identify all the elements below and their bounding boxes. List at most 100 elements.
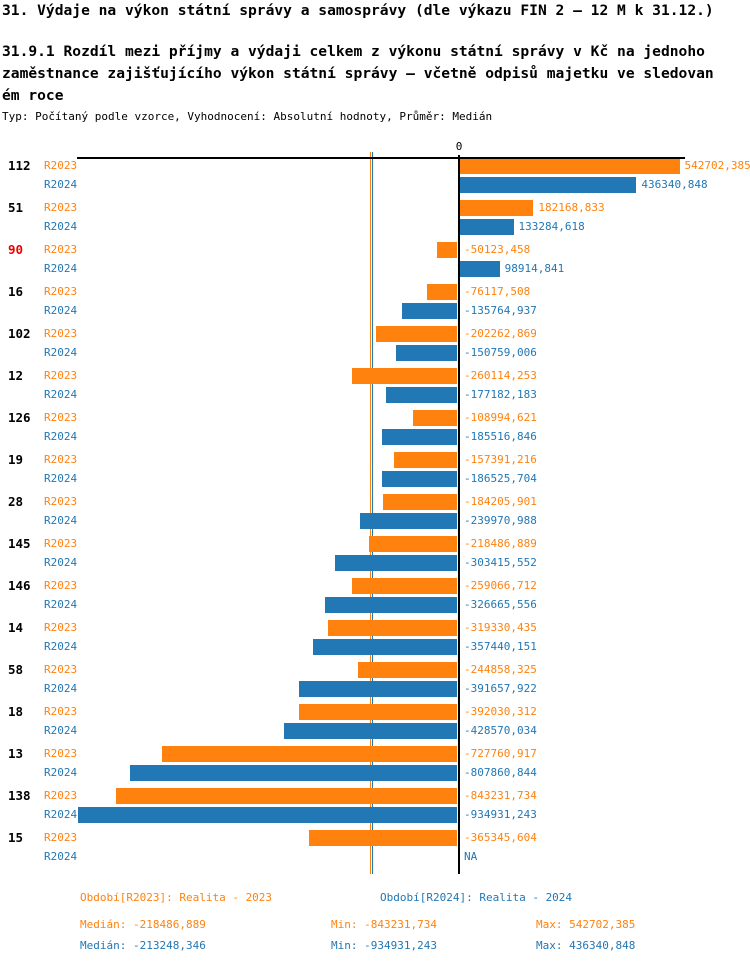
value-label-r2023: -76117,508 bbox=[464, 285, 531, 298]
bar-r2023 bbox=[393, 452, 458, 468]
bar-r2023 bbox=[375, 326, 458, 342]
report-meta-line: Typ: Počítaný podle vzorce, Vyhodnocení:… bbox=[2, 110, 493, 123]
value-label-r2023: -157391,216 bbox=[464, 453, 537, 466]
value-label-r2024: -391657,922 bbox=[464, 682, 537, 695]
difference-bar-chart: 0 112 R2023 542702,385 R2024 436340,848 51 R20… bbox=[8, 140, 750, 874]
bar-r2024 bbox=[130, 765, 458, 781]
bar-r2024 bbox=[298, 681, 458, 697]
value-label-r2023: -392030,312 bbox=[464, 705, 537, 718]
group-id-label: 18 bbox=[8, 704, 24, 719]
report-subtitle-line-2: zaměstnance zajišťujícího výkon státní s… bbox=[2, 65, 714, 82]
top-axis-line bbox=[77, 157, 685, 159]
bar-r2023 bbox=[426, 284, 458, 300]
series-label-r2024: R2024 bbox=[44, 808, 78, 821]
series-label-r2023: R2023 bbox=[44, 663, 78, 676]
series-label-r2023: R2023 bbox=[44, 159, 78, 172]
bar-r2023 bbox=[413, 410, 458, 426]
value-label-r2024: -807860,844 bbox=[464, 766, 537, 779]
bar-r2024 bbox=[402, 303, 458, 319]
report-subtitle-line-1: 31.9.1 Rozdíl mezi příjmy a výdaji celke… bbox=[2, 43, 705, 60]
series-label-r2023: R2023 bbox=[44, 495, 78, 508]
value-label-r2023: -218486,889 bbox=[464, 537, 537, 550]
bar-r2024 bbox=[459, 177, 637, 193]
bar-r2024 bbox=[459, 219, 514, 235]
group-id-label: 19 bbox=[8, 452, 24, 467]
series-label-r2024: R2024 bbox=[44, 724, 78, 737]
series-label-r2024: R2024 bbox=[44, 262, 78, 275]
bar-r2024 bbox=[312, 639, 458, 655]
stat-median-2023: Medián: -218486,889 bbox=[80, 918, 206, 931]
series-label-r2024: R2024 bbox=[44, 850, 78, 863]
zero-axis-label: 0 bbox=[455, 140, 463, 153]
series-label-r2023: R2023 bbox=[44, 243, 78, 256]
value-label-r2024: 98914,841 bbox=[504, 262, 565, 275]
legend-period-2023: Období[R2023]: Realita - 2023 bbox=[80, 891, 273, 904]
bar-r2023 bbox=[328, 620, 458, 636]
series-label-r2023: R2023 bbox=[44, 327, 78, 340]
bar-r2023 bbox=[437, 242, 458, 258]
value-label-r2024: -185516,846 bbox=[464, 430, 537, 443]
value-label-r2023: -365345,604 bbox=[464, 831, 537, 844]
stat-min-2023: Min: -843231,734 bbox=[331, 918, 437, 931]
series-label-r2023: R2023 bbox=[44, 621, 78, 634]
value-label-r2023: -202262,869 bbox=[464, 327, 537, 340]
series-label-r2023: R2023 bbox=[44, 537, 78, 550]
value-label-r2023: -259066,712 bbox=[464, 579, 537, 592]
value-label-r2024: -150759,006 bbox=[464, 346, 537, 359]
series-label-r2024: R2024 bbox=[44, 766, 78, 779]
series-label-r2024: R2024 bbox=[44, 346, 78, 359]
series-label-r2024: R2024 bbox=[44, 556, 78, 569]
series-label-r2024: R2024 bbox=[44, 682, 78, 695]
group-id-label: 15 bbox=[8, 830, 24, 845]
stat-min-2024: Min: -934931,243 bbox=[331, 939, 437, 952]
series-label-r2023: R2023 bbox=[44, 705, 78, 718]
report-subtitle-line-3: ém roce bbox=[2, 87, 64, 104]
value-label-r2023: 542702,385 bbox=[684, 159, 750, 172]
value-label-r2024: -303415,552 bbox=[464, 556, 537, 569]
value-label-r2024: -326665,556 bbox=[464, 598, 537, 611]
group-id-label: 14 bbox=[8, 620, 24, 635]
bar-r2023 bbox=[309, 830, 458, 846]
value-label-r2024: -186525,704 bbox=[464, 472, 537, 485]
zero-axis-line bbox=[457, 155, 460, 874]
bar-r2023 bbox=[352, 578, 458, 594]
bar-r2024 bbox=[78, 807, 458, 823]
value-label-r2023: 182168,833 bbox=[538, 201, 605, 214]
bar-r2023 bbox=[459, 200, 534, 216]
group-id-label: 58 bbox=[8, 662, 24, 677]
value-label-r2024: -177182,183 bbox=[464, 388, 537, 401]
series-label-r2024: R2024 bbox=[44, 430, 78, 443]
series-label-r2023: R2023 bbox=[44, 411, 78, 424]
bar-r2024 bbox=[396, 345, 458, 361]
value-label-r2023: -244858,325 bbox=[464, 663, 537, 676]
series-label-r2024: R2024 bbox=[44, 472, 78, 485]
value-label-r2023: -727760,917 bbox=[464, 747, 537, 760]
group-id-label: 12 bbox=[8, 368, 24, 383]
bar-r2023 bbox=[352, 368, 458, 384]
series-label-r2023: R2023 bbox=[44, 369, 78, 382]
series-label-r2023: R2023 bbox=[44, 747, 78, 760]
value-label-r2023: -184205,901 bbox=[464, 495, 537, 508]
group-id-label: 28 bbox=[8, 494, 24, 509]
bar-r2024 bbox=[381, 471, 458, 487]
group-id-label: 16 bbox=[8, 284, 24, 299]
value-label-r2024: NA bbox=[464, 850, 478, 863]
series-label-r2023: R2023 bbox=[44, 831, 78, 844]
bar-r2024 bbox=[360, 513, 458, 529]
series-label-r2023: R2023 bbox=[44, 789, 78, 802]
value-label-r2023: -319330,435 bbox=[464, 621, 537, 634]
value-label-r2023: -108994,621 bbox=[464, 411, 537, 424]
value-label-r2024: -934931,243 bbox=[464, 808, 537, 821]
stat-max-2023: Max: 542702,385 bbox=[536, 918, 636, 931]
value-label-r2024: -357440,151 bbox=[464, 640, 537, 653]
series-label-r2023: R2023 bbox=[44, 453, 78, 466]
group-id-label: 145 bbox=[8, 536, 31, 551]
series-label-r2024: R2024 bbox=[44, 304, 78, 317]
series-label-r2024: R2024 bbox=[44, 514, 78, 527]
group-id-label: 90 bbox=[8, 242, 24, 257]
bar-r2023 bbox=[115, 788, 458, 804]
series-label-r2024: R2024 bbox=[44, 220, 78, 233]
bar-r2023 bbox=[298, 704, 458, 720]
bar-r2024 bbox=[382, 429, 458, 445]
value-label-r2023: -260114,253 bbox=[464, 369, 537, 382]
